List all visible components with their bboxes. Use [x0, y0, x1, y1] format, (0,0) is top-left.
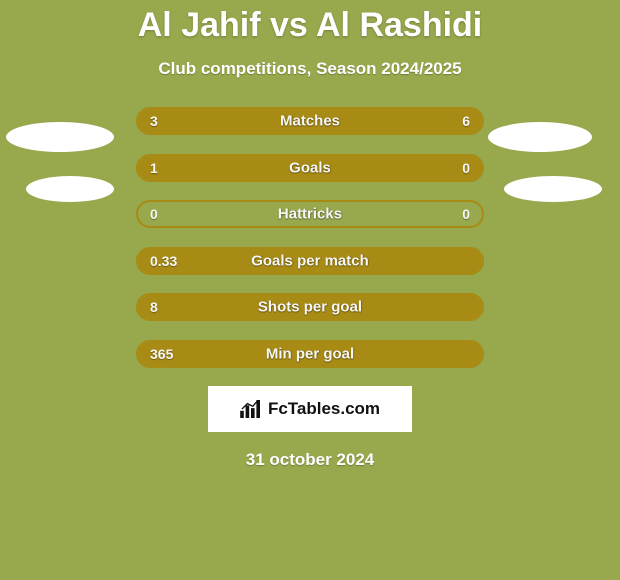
- bar-chart-icon: [240, 400, 262, 418]
- stat-fill-right: [241, 109, 482, 133]
- brand-text: FcTables.com: [268, 399, 380, 419]
- stat-fill-left: [138, 249, 482, 273]
- stat-row: Min per goal365: [136, 340, 484, 368]
- stat-row: Goals per match0.33: [136, 247, 484, 275]
- logo-placeholder: [504, 176, 602, 202]
- stat-fill-left: [138, 156, 403, 180]
- page-title: Al Jahif vs Al Rashidi: [0, 6, 620, 45]
- stat-fill-right: [403, 156, 482, 180]
- stat-label: Hattricks: [138, 206, 482, 223]
- logo-placeholder: [6, 122, 114, 152]
- stat-right-value: 0: [462, 206, 470, 222]
- logo-placeholder: [488, 122, 592, 152]
- stat-rows: Matches36 Goals10 Hattricks0 0 Goals per mat…: [136, 107, 484, 368]
- page-subtitle: Club competitions, Season 2024/2025: [0, 59, 620, 79]
- comparison-card: Al Jahif vs Al Rashidi Club competitions…: [0, 0, 620, 580]
- stat-fill-left: [138, 342, 482, 366]
- stat-row: Shots per goal8: [136, 293, 484, 321]
- stat-left-value: 0: [150, 206, 158, 222]
- stat-fill-left: [138, 109, 241, 133]
- stat-row: Matches36: [136, 107, 484, 135]
- date-label: 31 october 2024: [0, 450, 620, 470]
- stat-fill-left: [138, 295, 482, 319]
- stat-row: Hattricks0 0: [136, 200, 484, 228]
- brand-badge: FcTables.com: [208, 386, 412, 432]
- logo-placeholder: [26, 176, 114, 202]
- stat-row: Goals10: [136, 154, 484, 182]
